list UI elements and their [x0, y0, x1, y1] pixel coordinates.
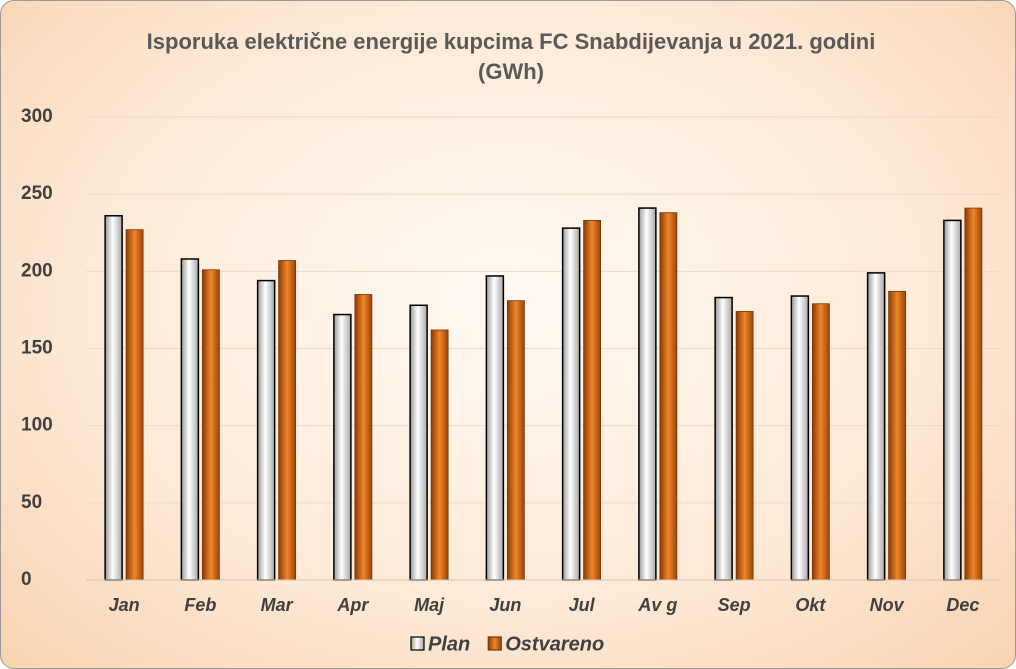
- y-tick-label: 200: [21, 260, 53, 281]
- bar: [583, 220, 602, 581]
- bar: [201, 269, 220, 581]
- x-tick-label: Jan: [109, 595, 140, 615]
- y-tick-label: 300: [21, 106, 53, 127]
- legend-swatch: [487, 636, 502, 651]
- y-tick-label: 250: [21, 183, 53, 204]
- bar: [714, 296, 733, 581]
- bar: [104, 215, 123, 581]
- x-tick-label: Apr: [336, 595, 369, 615]
- x-tick-label: Dec: [946, 595, 979, 615]
- bar: [790, 295, 810, 581]
- bar: [866, 272, 886, 581]
- legend-label: Ostvareno: [505, 633, 604, 655]
- bar: [430, 329, 449, 581]
- legend-label: Plan: [428, 633, 470, 655]
- bar: [278, 260, 297, 581]
- bar: [735, 311, 754, 581]
- legend-swatch: [410, 636, 425, 651]
- bar: [811, 303, 830, 581]
- x-tick-label: Nov: [870, 595, 905, 615]
- bar: [506, 300, 525, 581]
- bar: [354, 294, 373, 581]
- bar: [180, 258, 200, 581]
- y-tick-label: 0: [21, 569, 32, 590]
- x-tick-label: Mar: [261, 595, 294, 615]
- bar: [561, 227, 581, 581]
- x-tick-label: Jul: [569, 595, 596, 615]
- bar: [256, 279, 276, 581]
- chart-title: Isporuka električne energije kupcima FC …: [146, 29, 876, 84]
- x-tick-label: Feb: [184, 595, 216, 615]
- x-tick-label: Jun: [489, 595, 521, 615]
- y-tick-label: 100: [21, 415, 53, 436]
- bar: [485, 275, 505, 581]
- bar: [333, 313, 352, 581]
- x-tick-label: Maj: [414, 595, 445, 615]
- bar: [659, 212, 678, 581]
- x-tick-label: Sep: [718, 595, 751, 615]
- x-tick-label: Av g: [637, 595, 677, 615]
- bar: [943, 219, 962, 581]
- x-tick-label: Okt: [795, 595, 826, 615]
- bar: [125, 229, 144, 581]
- bar: [964, 207, 983, 581]
- bar: [409, 304, 428, 581]
- y-tick-label: 150: [21, 338, 53, 359]
- bar: [638, 207, 657, 581]
- y-tick-label: 50: [21, 492, 42, 513]
- bar: [888, 290, 907, 581]
